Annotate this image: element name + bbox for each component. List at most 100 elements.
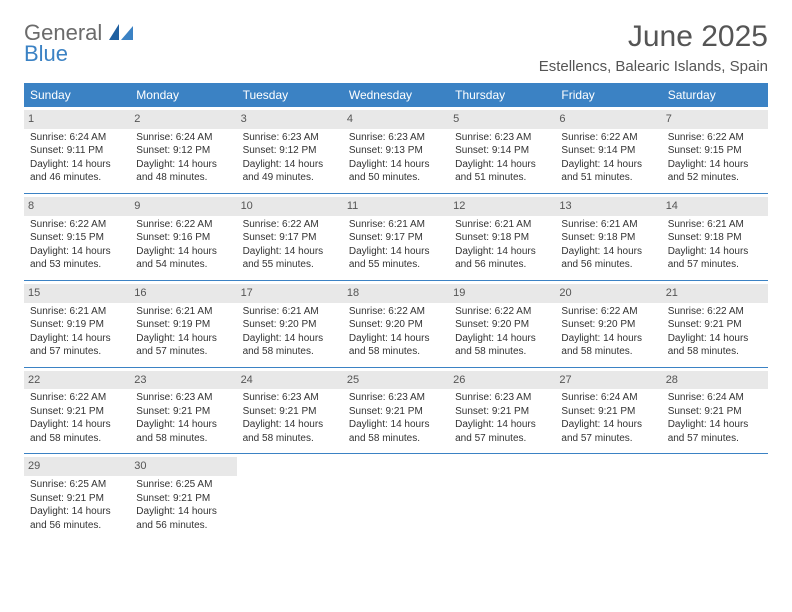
sunset-line: Sunset: 9:21 PM <box>561 405 655 419</box>
calendar-cell: 2Sunrise: 6:24 AMSunset: 9:12 PMDaylight… <box>130 107 236 193</box>
sunrise-line: Sunrise: 6:23 AM <box>349 131 443 145</box>
calendar-table: Sunday Monday Tuesday Wednesday Thursday… <box>24 83 768 540</box>
sunrise-line: Sunrise: 6:22 AM <box>136 218 230 232</box>
calendar-cell: 29Sunrise: 6:25 AMSunset: 9:21 PMDayligh… <box>24 454 130 540</box>
daylight-line: Daylight: 14 hours and 57 minutes. <box>668 418 762 445</box>
calendar-cell: 6Sunrise: 6:22 AMSunset: 9:14 PMDaylight… <box>555 107 661 193</box>
sunset-line: Sunset: 9:21 PM <box>243 405 337 419</box>
day-number: 18 <box>343 284 449 303</box>
sunrise-line: Sunrise: 6:22 AM <box>30 218 124 232</box>
calendar-week-row: 29Sunrise: 6:25 AMSunset: 9:21 PMDayligh… <box>24 454 768 540</box>
day-number: 7 <box>662 110 768 129</box>
day-number: 1 <box>24 110 130 129</box>
location-text: Estellencs, Balearic Islands, Spain <box>539 58 768 75</box>
daylight-line: Daylight: 14 hours and 57 minutes. <box>30 332 124 359</box>
day-number: 6 <box>555 110 661 129</box>
sunrise-line: Sunrise: 6:21 AM <box>668 218 762 232</box>
day-header-row: Sunday Monday Tuesday Wednesday Thursday… <box>24 83 768 107</box>
sunset-line: Sunset: 9:20 PM <box>455 318 549 332</box>
sunrise-line: Sunrise: 6:24 AM <box>668 391 762 405</box>
day-number: 21 <box>662 284 768 303</box>
day-number: 16 <box>130 284 236 303</box>
calendar-week-row: 1 Sunrise: 6:24 AM Sunset: 9:11 PM Daylight… <box>24 107 768 193</box>
calendar-week-row: 15Sunrise: 6:21 AMSunset: 9:19 PMDayligh… <box>24 280 768 367</box>
calendar-cell: 19Sunrise: 6:22 AMSunset: 9:20 PMDayligh… <box>449 280 555 367</box>
calendar-cell: 15Sunrise: 6:21 AMSunset: 9:19 PMDayligh… <box>24 280 130 367</box>
sunrise-line: Sunrise: 6:25 AM <box>136 478 230 492</box>
sunset-line: Sunset: 9:21 PM <box>668 405 762 419</box>
day-number: 15 <box>24 284 130 303</box>
day-number: 4 <box>343 110 449 129</box>
day-number: 13 <box>555 197 661 216</box>
calendar-cell: 7Sunrise: 6:22 AMSunset: 9:15 PMDaylight… <box>662 107 768 193</box>
sunrise-line: Sunrise: 6:22 AM <box>455 305 549 319</box>
sunset-line: Sunset: 9:21 PM <box>136 405 230 419</box>
sunrise-line: Sunrise: 6:25 AM <box>30 478 124 492</box>
calendar-cell <box>343 454 449 540</box>
sunset-line: Sunset: 9:15 PM <box>30 231 124 245</box>
sunset-line: Sunset: 9:21 PM <box>136 492 230 506</box>
header: General Blue June 2025 Estellencs, Balea… <box>24 20 768 81</box>
daylight-line: Daylight: 14 hours and 51 minutes. <box>455 158 549 185</box>
day-number: 9 <box>130 197 236 216</box>
daylight-line: Daylight: 14 hours and 56 minutes. <box>455 245 549 272</box>
sunrise-line: Sunrise: 6:23 AM <box>136 391 230 405</box>
sunset-line: Sunset: 9:12 PM <box>243 144 337 158</box>
sunrise-line: Sunrise: 6:23 AM <box>243 131 337 145</box>
day-number: 25 <box>343 371 449 390</box>
page-title: June 2025 <box>539 20 768 54</box>
daylight-line: Daylight: 14 hours and 57 minutes. <box>455 418 549 445</box>
sunset-line: Sunset: 9:17 PM <box>349 231 443 245</box>
sunrise-line: Sunrise: 6:21 AM <box>136 305 230 319</box>
sunrise-line: Sunrise: 6:22 AM <box>243 218 337 232</box>
calendar-cell: 8 Sunrise: 6:22 AMSunset: 9:15 PMDaylight… <box>24 193 130 280</box>
daylight-line: Daylight: 14 hours and 55 minutes. <box>349 245 443 272</box>
calendar-cell: 24Sunrise: 6:23 AMSunset: 9:21 PMDayligh… <box>237 367 343 454</box>
sunrise-line: Sunrise: 6:22 AM <box>561 131 655 145</box>
sunset-line: Sunset: 9:21 PM <box>349 405 443 419</box>
day-number: 24 <box>237 371 343 390</box>
calendar-cell: 28Sunrise: 6:24 AMSunset: 9:21 PMDayligh… <box>662 367 768 454</box>
sunrise-line: Sunrise: 6:24 AM <box>136 131 230 145</box>
day-number: 10 <box>237 197 343 216</box>
sunrise-line: Sunrise: 6:23 AM <box>455 131 549 145</box>
sunset-line: Sunset: 9:20 PM <box>349 318 443 332</box>
daylight-line: Daylight: 14 hours and 55 minutes. <box>243 245 337 272</box>
daylight-line: Daylight: 14 hours and 58 minutes. <box>455 332 549 359</box>
sunrise-line: Sunrise: 6:21 AM <box>561 218 655 232</box>
day-number: 29 <box>24 457 130 476</box>
sunset-line: Sunset: 9:21 PM <box>668 318 762 332</box>
day-number: 8 <box>24 197 130 216</box>
calendar-cell: 3Sunrise: 6:23 AMSunset: 9:12 PMDaylight… <box>237 107 343 193</box>
daylight-line: Daylight: 14 hours and 58 minutes. <box>243 418 337 445</box>
logo: General Blue <box>24 20 135 65</box>
calendar-week-row: 22Sunrise: 6:22 AMSunset: 9:21 PMDayligh… <box>24 367 768 454</box>
sunset-line: Sunset: 9:11 PM <box>30 144 124 158</box>
sunset-line: Sunset: 9:13 PM <box>349 144 443 158</box>
daylight-line: Daylight: 14 hours and 52 minutes. <box>668 158 762 185</box>
sunrise-line: Sunrise: 6:22 AM <box>668 305 762 319</box>
day-number: 2 <box>130 110 236 129</box>
day-number: 26 <box>449 371 555 390</box>
calendar-cell: 27Sunrise: 6:24 AMSunset: 9:21 PMDayligh… <box>555 367 661 454</box>
calendar-cell: 11Sunrise: 6:21 AMSunset: 9:17 PMDayligh… <box>343 193 449 280</box>
calendar-cell: 23Sunrise: 6:23 AMSunset: 9:21 PMDayligh… <box>130 367 236 454</box>
calendar-cell: 17Sunrise: 6:21 AMSunset: 9:20 PMDayligh… <box>237 280 343 367</box>
sunrise-line: Sunrise: 6:23 AM <box>455 391 549 405</box>
calendar-cell: 14Sunrise: 6:21 AMSunset: 9:18 PMDayligh… <box>662 193 768 280</box>
calendar-cell: 18Sunrise: 6:22 AMSunset: 9:20 PMDayligh… <box>343 280 449 367</box>
calendar-cell: 16Sunrise: 6:21 AMSunset: 9:19 PMDayligh… <box>130 280 236 367</box>
day-header: Thursday <box>449 83 555 107</box>
day-header: Monday <box>130 83 236 107</box>
day-header: Tuesday <box>237 83 343 107</box>
sunrise-line: Sunrise: 6:22 AM <box>349 305 443 319</box>
sunrise-line: Sunrise: 6:23 AM <box>349 391 443 405</box>
calendar-cell: 26Sunrise: 6:23 AMSunset: 9:21 PMDayligh… <box>449 367 555 454</box>
day-number: 22 <box>24 371 130 390</box>
sunset-line: Sunset: 9:18 PM <box>561 231 655 245</box>
calendar-body: 1 Sunrise: 6:24 AM Sunset: 9:11 PM Daylight… <box>24 107 768 540</box>
day-header: Friday <box>555 83 661 107</box>
daylight-line: Daylight: 14 hours and 53 minutes. <box>30 245 124 272</box>
calendar-cell: 30Sunrise: 6:25 AMSunset: 9:21 PMDayligh… <box>130 454 236 540</box>
title-block: June 2025 Estellencs, Balearic Islands, … <box>539 20 768 81</box>
